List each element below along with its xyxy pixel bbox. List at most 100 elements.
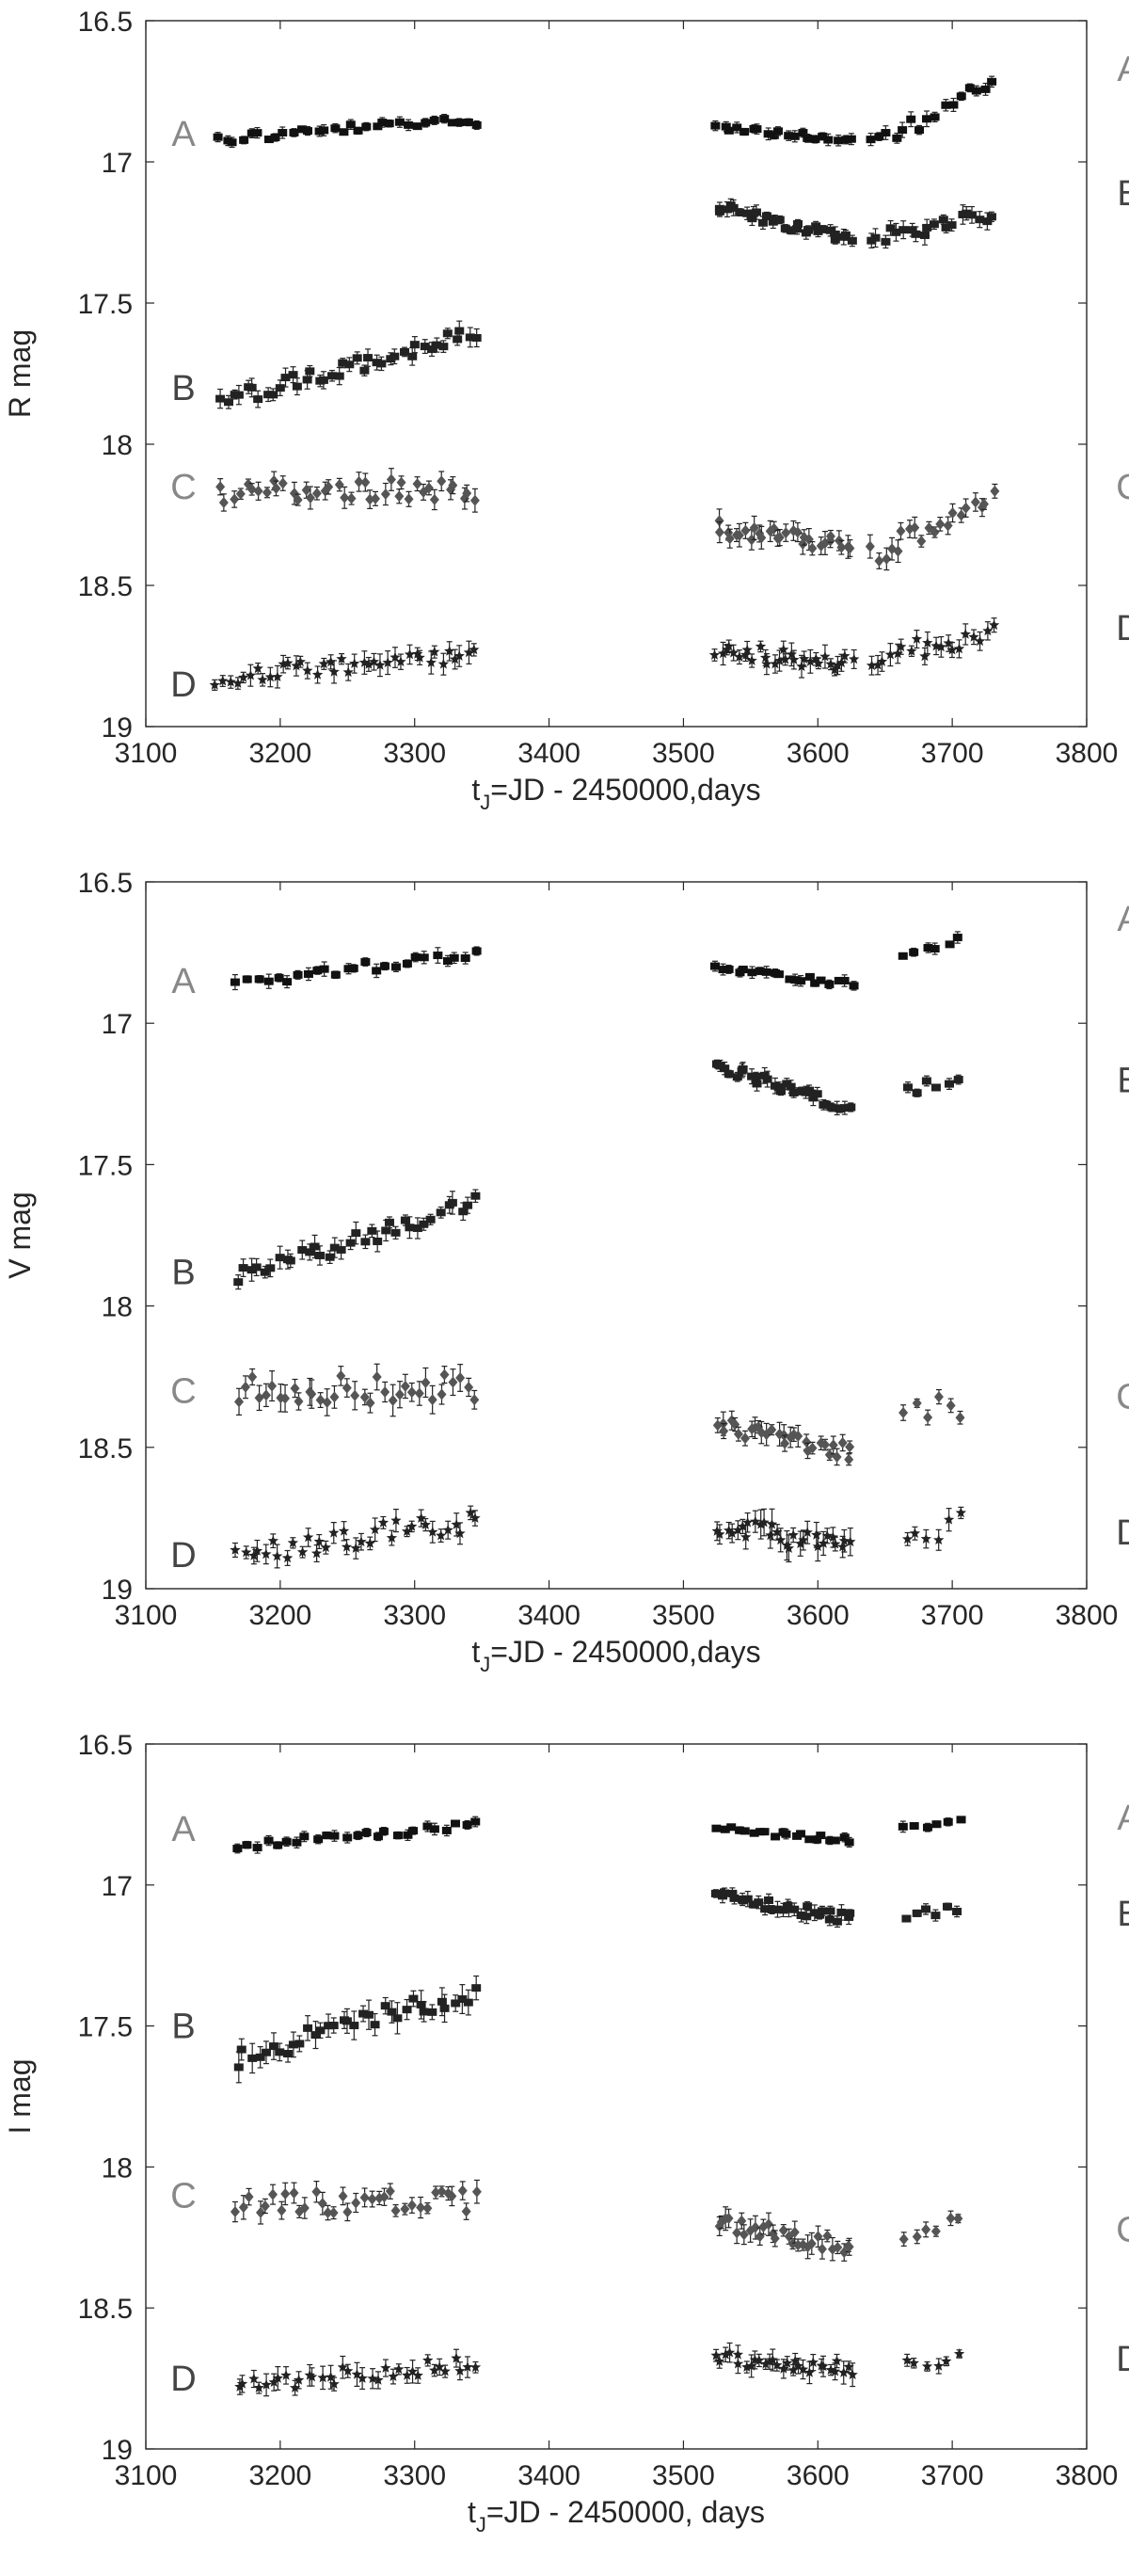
data-point-square	[379, 962, 390, 970]
data-point-star	[804, 655, 817, 666]
data-point-star	[351, 2368, 363, 2379]
data-point-diamond	[774, 532, 785, 544]
data-point-star	[788, 654, 800, 664]
data-point-diamond	[813, 2231, 823, 2243]
x-axis-label-rest: =JD - 2450000,days	[490, 773, 760, 807]
data-point-square	[421, 119, 431, 127]
data-point-square	[849, 982, 859, 990]
data-point-star	[884, 648, 897, 660]
data-point-square	[808, 1094, 819, 1102]
data-point-diamond	[769, 522, 779, 535]
data-point-square	[242, 975, 252, 984]
data-point-diamond	[770, 2232, 780, 2245]
data-point-square	[348, 964, 358, 972]
data-point-square	[901, 1914, 912, 1923]
image-label-left: A	[171, 1810, 196, 1849]
data-point-star	[761, 658, 772, 669]
data-point-square	[839, 976, 850, 984]
image-label-right: D	[1116, 1513, 1129, 1553]
data-point-star	[901, 1533, 914, 1544]
data-point-square	[373, 1832, 383, 1841]
data-point-star	[825, 2364, 836, 2375]
data-point-star	[764, 2356, 775, 2367]
data-point-star	[437, 658, 450, 669]
data-point-diamond	[807, 542, 818, 554]
data-point-square	[767, 1906, 777, 1914]
data-point-square	[305, 367, 315, 376]
data-point-diamond	[240, 1381, 250, 1393]
data-point-square	[759, 1828, 770, 1836]
data-point-square	[735, 208, 745, 216]
data-point-diamond	[740, 524, 751, 536]
data-point-square	[945, 1080, 955, 1088]
v-band-panel: 3100 3200 3300 3400 3500 3600 3700 3800 16.5 17 17…	[3, 868, 1129, 1676]
data-point-square	[319, 965, 329, 973]
data-point-diamond	[354, 475, 364, 488]
data-point-square	[728, 203, 739, 212]
data-point-star	[463, 647, 475, 658]
data-point-square	[714, 207, 724, 216]
data-point-star	[268, 2376, 279, 2387]
data-point-square	[442, 957, 453, 966]
data-point-diamond	[961, 502, 971, 514]
data-point-square	[938, 216, 948, 224]
data-point-square	[293, 970, 303, 979]
data-point-square	[724, 126, 734, 135]
data-point-diamond	[268, 2188, 278, 2200]
data-point-square	[931, 1820, 942, 1829]
data-point-diamond	[882, 552, 892, 565]
data-point-square	[246, 129, 257, 137]
x-tick-label: 3600	[787, 1600, 850, 1631]
data-point-diamond	[359, 1391, 370, 1403]
series-square	[230, 931, 962, 991]
data-point-square	[470, 1192, 481, 1200]
data-point-diamond	[379, 2191, 390, 2203]
data-point-square	[280, 374, 291, 382]
data-point-star	[919, 650, 930, 662]
data-point-square	[360, 1238, 371, 1246]
data-point-star	[272, 2373, 283, 2383]
data-point-star	[892, 648, 903, 659]
data-point-square	[314, 1251, 325, 1259]
data-point-square	[349, 2022, 359, 2030]
data-point-star	[830, 1538, 841, 1549]
data-point-star	[420, 1519, 431, 1529]
data-point-star	[245, 669, 257, 680]
data-point-diamond	[307, 1388, 317, 1400]
data-point-square	[336, 1245, 346, 1254]
data-point-diamond	[301, 484, 311, 496]
data-point-diamond	[437, 2185, 447, 2198]
data-point-square	[260, 1268, 270, 1276]
data-point-square	[907, 226, 917, 234]
series-square	[213, 75, 997, 149]
data-point-star	[901, 2354, 913, 2365]
data-point-square	[407, 352, 418, 360]
data-point-square	[778, 1906, 788, 1914]
data-point-square	[761, 212, 771, 220]
data-point-square	[458, 1208, 469, 1216]
data-point-square	[242, 1841, 252, 1849]
data-point-square	[403, 1831, 413, 1839]
image-label-right: C	[1116, 1378, 1129, 1417]
data-point-square	[227, 138, 237, 147]
data-point-star	[320, 1542, 331, 1553]
data-point-star	[821, 1529, 833, 1541]
data-point-square	[457, 1995, 468, 2004]
data-point-square	[313, 1835, 324, 1844]
y-tick-label: 17.5	[78, 1150, 133, 1181]
data-point-diamond	[832, 1450, 842, 1463]
y-tick-label: 18.5	[78, 1433, 133, 1464]
data-point-star	[732, 2358, 744, 2369]
data-point-star	[786, 648, 798, 660]
data-point-star	[783, 1543, 795, 1553]
data-point-star	[313, 1536, 325, 1546]
data-point-star	[708, 649, 721, 660]
data-point-square	[738, 966, 748, 974]
data-point-star	[328, 665, 340, 677]
data-point-star	[429, 2364, 440, 2376]
data-point-diamond	[380, 488, 390, 501]
data-point-square	[432, 341, 442, 349]
image-label-right: D	[1116, 2340, 1129, 2379]
data-point-star	[982, 625, 994, 636]
data-point-diamond	[423, 482, 434, 494]
